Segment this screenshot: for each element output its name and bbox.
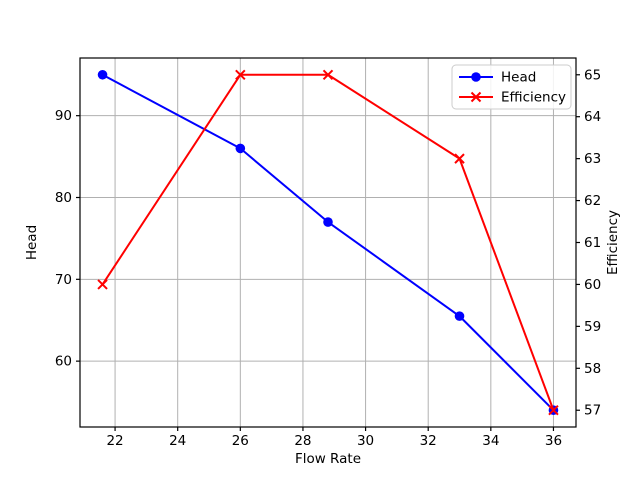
right-tick-label: 58 — [584, 361, 601, 377]
legend-label: Head — [501, 70, 536, 86]
x-tick-label: 22 — [106, 433, 123, 449]
efficiency-marker — [454, 153, 465, 164]
efficiency-marker — [97, 279, 108, 290]
x-tick-label: 28 — [294, 433, 311, 449]
x-tick-label: 26 — [232, 433, 249, 449]
left-tick-label: 60 — [55, 354, 72, 370]
efficiency-marker — [322, 69, 334, 80]
legend-entry-efficiency: Efficiency — [459, 90, 566, 106]
head-marker — [235, 143, 246, 154]
x-tick-label: 24 — [169, 433, 186, 449]
head-series-line — [102, 73, 555, 411]
right-tick-label: 65 — [584, 67, 601, 83]
right-tick-label: 60 — [584, 277, 601, 293]
legend-label: Efficiency — [501, 90, 566, 106]
x-tick-label: 30 — [357, 433, 374, 449]
efficiency-series-line — [101, 73, 555, 411]
right-axis-label: Efficiency — [605, 210, 621, 275]
efficiency-marker — [548, 405, 559, 416]
left-tick-label: 80 — [55, 190, 72, 206]
right-tick-label: 61 — [584, 235, 601, 251]
legend-entry-head: Head — [459, 70, 536, 86]
x-tick-label: 32 — [420, 433, 437, 449]
right-tick-label: 62 — [584, 193, 601, 209]
legend-x-marker-icon — [470, 91, 482, 103]
efficiency-marker — [235, 69, 246, 80]
legend: Head Efficiency — [451, 64, 572, 110]
x-tick-label: 34 — [482, 433, 499, 449]
head-marker — [323, 217, 333, 227]
legend-circle-marker-icon — [471, 72, 481, 82]
left-tick-label: 70 — [55, 272, 72, 288]
x-axis-label: Flow Rate — [295, 451, 361, 467]
head-marker — [454, 311, 465, 321]
left-axis-label: Head — [24, 225, 40, 260]
right-tick-label: 59 — [584, 319, 601, 335]
right-tick-label: 57 — [584, 403, 601, 419]
right-tick-label: 64 — [584, 109, 601, 125]
head-marker — [97, 69, 108, 80]
x-tick-label: 36 — [545, 433, 562, 449]
left-tick-label: 90 — [55, 108, 72, 124]
right-tick-label: 63 — [584, 151, 601, 167]
plot-border — [79, 57, 577, 428]
